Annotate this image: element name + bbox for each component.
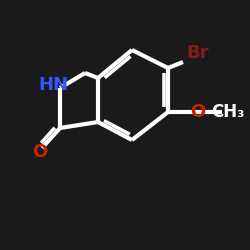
Text: HN: HN: [39, 76, 69, 94]
Text: O: O: [32, 143, 47, 161]
Text: CH₃: CH₃: [212, 103, 245, 121]
Text: O: O: [190, 103, 205, 121]
Text: Br: Br: [186, 44, 209, 62]
